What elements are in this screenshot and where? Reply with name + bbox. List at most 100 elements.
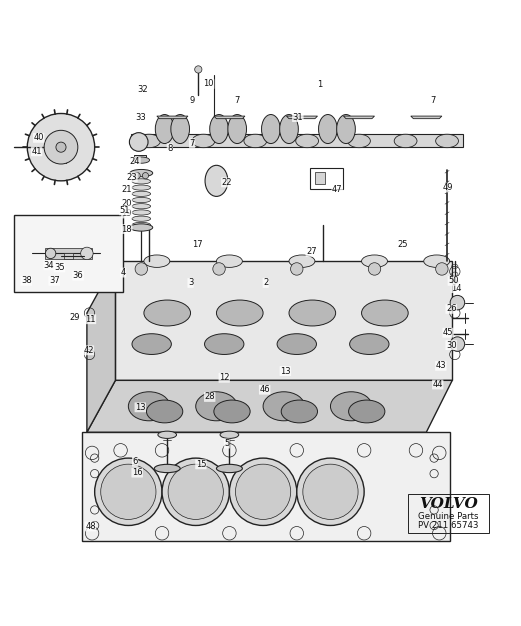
Text: 34: 34: [44, 261, 54, 270]
Text: 49: 49: [443, 183, 453, 192]
Ellipse shape: [132, 216, 151, 221]
Text: 23: 23: [127, 173, 138, 182]
Text: 12: 12: [219, 373, 229, 382]
Ellipse shape: [205, 165, 228, 197]
Polygon shape: [214, 116, 245, 119]
Text: 30: 30: [446, 341, 456, 350]
Text: 7: 7: [430, 96, 435, 105]
Bar: [133, 155, 146, 158]
Text: 3: 3: [188, 279, 193, 287]
Polygon shape: [87, 261, 115, 432]
Circle shape: [291, 263, 303, 275]
Polygon shape: [157, 116, 188, 119]
Text: 26: 26: [446, 304, 456, 314]
Ellipse shape: [350, 334, 389, 354]
Circle shape: [135, 263, 147, 275]
Ellipse shape: [244, 134, 267, 148]
Ellipse shape: [289, 300, 336, 326]
Text: 13: 13: [135, 403, 145, 412]
Text: 18: 18: [121, 225, 132, 233]
Ellipse shape: [289, 255, 315, 267]
Polygon shape: [287, 116, 317, 119]
Text: 17: 17: [192, 240, 203, 249]
Circle shape: [195, 66, 202, 73]
Circle shape: [129, 133, 148, 151]
Ellipse shape: [144, 300, 191, 326]
Text: 48: 48: [85, 522, 96, 531]
Ellipse shape: [216, 300, 263, 326]
Ellipse shape: [171, 115, 190, 143]
Text: 10: 10: [203, 80, 214, 88]
Bar: [309, 168, 343, 188]
Ellipse shape: [277, 334, 316, 354]
Bar: [82, 432, 450, 541]
Text: 27: 27: [306, 247, 317, 257]
Text: 50: 50: [448, 276, 458, 285]
Text: 15: 15: [196, 460, 206, 469]
Text: Genuine Parts: Genuine Parts: [418, 511, 479, 521]
Text: 6: 6: [132, 457, 138, 466]
Ellipse shape: [130, 170, 153, 177]
Text: 11: 11: [85, 315, 96, 324]
Circle shape: [229, 458, 297, 525]
Circle shape: [303, 464, 358, 520]
Ellipse shape: [132, 210, 151, 215]
Ellipse shape: [154, 464, 180, 473]
Text: 35: 35: [54, 263, 65, 272]
Circle shape: [44, 130, 78, 164]
Ellipse shape: [128, 392, 170, 421]
Text: 45: 45: [443, 328, 453, 337]
Circle shape: [81, 247, 93, 260]
Text: 51: 51: [119, 206, 130, 215]
Text: 22: 22: [221, 178, 232, 187]
Circle shape: [213, 263, 225, 275]
Ellipse shape: [394, 134, 417, 148]
Text: PV 211 65743: PV 211 65743: [418, 521, 479, 530]
Ellipse shape: [362, 300, 408, 326]
Ellipse shape: [362, 255, 388, 267]
Circle shape: [56, 142, 66, 152]
Ellipse shape: [262, 115, 280, 143]
Ellipse shape: [263, 392, 305, 421]
Circle shape: [235, 464, 291, 520]
Bar: [315, 172, 325, 185]
Ellipse shape: [133, 157, 150, 163]
Ellipse shape: [330, 392, 372, 421]
Text: 43: 43: [436, 361, 446, 371]
Circle shape: [450, 295, 465, 310]
Ellipse shape: [132, 191, 151, 197]
Text: 25: 25: [398, 240, 408, 249]
Text: VOLVO: VOLVO: [419, 496, 478, 511]
Text: 16: 16: [132, 468, 142, 477]
Text: 13: 13: [280, 367, 291, 376]
Ellipse shape: [132, 222, 151, 227]
Ellipse shape: [146, 400, 183, 423]
Circle shape: [95, 458, 162, 525]
Polygon shape: [87, 381, 452, 432]
Text: 37: 37: [49, 276, 59, 285]
Text: 38: 38: [21, 276, 32, 285]
Ellipse shape: [348, 134, 370, 148]
Circle shape: [168, 464, 224, 520]
Ellipse shape: [134, 173, 140, 179]
Circle shape: [45, 249, 56, 259]
Text: 7: 7: [190, 138, 195, 148]
Text: 21: 21: [121, 185, 132, 194]
Text: 41: 41: [31, 147, 42, 156]
Text: 29: 29: [70, 312, 80, 322]
Bar: [64, 254, 73, 259]
Text: 24: 24: [130, 157, 140, 166]
Circle shape: [450, 337, 465, 351]
Ellipse shape: [142, 173, 148, 179]
Text: 8: 8: [167, 144, 172, 153]
Circle shape: [436, 263, 448, 275]
Text: 19: 19: [121, 209, 132, 218]
Ellipse shape: [132, 179, 151, 184]
Ellipse shape: [280, 115, 299, 143]
Text: 47: 47: [332, 185, 342, 194]
Text: 28: 28: [204, 393, 215, 401]
Circle shape: [368, 263, 381, 275]
Text: 2: 2: [263, 279, 268, 287]
Text: 14: 14: [451, 284, 462, 292]
Bar: [15, 215, 123, 292]
